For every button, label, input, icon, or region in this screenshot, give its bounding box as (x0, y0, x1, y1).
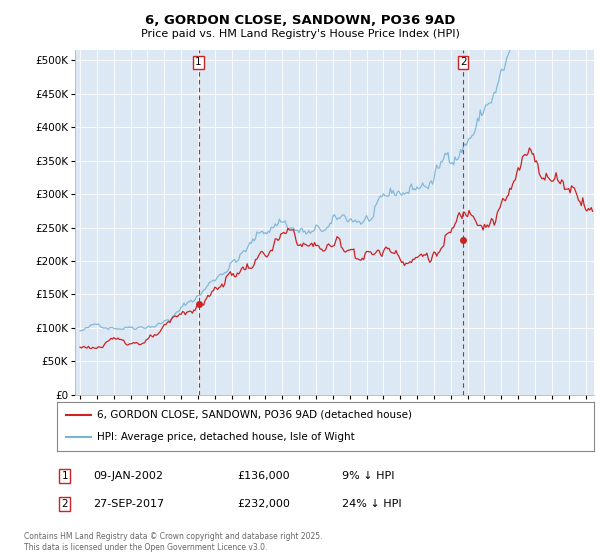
Text: 24% ↓ HPI: 24% ↓ HPI (342, 499, 401, 509)
Text: Contains HM Land Registry data © Crown copyright and database right 2025.
This d: Contains HM Land Registry data © Crown c… (24, 532, 323, 552)
Text: 09-JAN-2002: 09-JAN-2002 (93, 471, 163, 481)
Text: 2: 2 (61, 499, 68, 509)
Text: 1: 1 (195, 58, 202, 67)
Text: 2: 2 (460, 58, 467, 67)
Text: HPI: Average price, detached house, Isle of Wight: HPI: Average price, detached house, Isle… (97, 432, 355, 442)
Text: 6, GORDON CLOSE, SANDOWN, PO36 9AD (detached house): 6, GORDON CLOSE, SANDOWN, PO36 9AD (deta… (97, 410, 412, 420)
Text: Price paid vs. HM Land Registry's House Price Index (HPI): Price paid vs. HM Land Registry's House … (140, 29, 460, 39)
Bar (199, 50, 463, 395)
Text: £136,000: £136,000 (237, 471, 290, 481)
Text: 27-SEP-2017: 27-SEP-2017 (93, 499, 164, 509)
Text: 9% ↓ HPI: 9% ↓ HPI (342, 471, 395, 481)
Text: 1: 1 (61, 471, 68, 481)
Text: 6, GORDON CLOSE, SANDOWN, PO36 9AD: 6, GORDON CLOSE, SANDOWN, PO36 9AD (145, 14, 455, 27)
Text: £232,000: £232,000 (237, 499, 290, 509)
